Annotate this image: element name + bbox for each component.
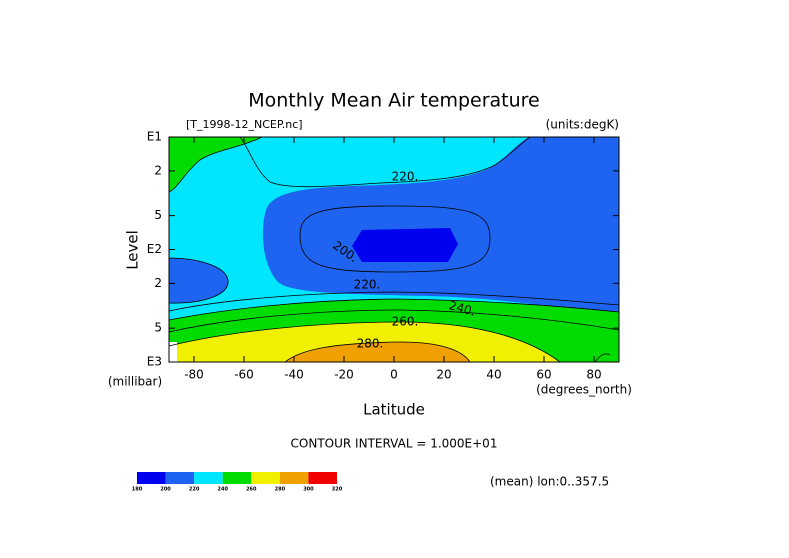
y-tick-label: E3: [147, 355, 162, 369]
x-tick-label: 0: [390, 368, 398, 382]
contour-line: [168, 298, 620, 321]
colorbar-label: 240: [217, 487, 228, 493]
x-tick-label: 80: [586, 368, 601, 382]
contour-label: 260.: [392, 315, 419, 329]
plot-area: 220.200.220.240.260.280.: [168, 136, 620, 363]
colorbar-label: 280: [275, 487, 286, 493]
contour-fill: [262, 137, 619, 318]
x-tick-label: -20: [334, 368, 354, 382]
y-tick-label: 5: [154, 321, 162, 335]
note: (mean) lon:0..357.5: [490, 475, 609, 489]
contour-label: 280.: [357, 337, 384, 351]
x-tick-label: 40: [486, 368, 501, 382]
contour-line: [168, 257, 229, 304]
contour-line: [168, 291, 620, 312]
contour-line: [239, 136, 531, 188]
colorbar-box: [222, 472, 252, 484]
colorbar-box: [279, 472, 309, 484]
contour-label: 220.: [392, 170, 419, 184]
colorbar-label: 260: [246, 487, 257, 493]
y-tick-label: E1: [147, 130, 162, 144]
x-tick-label: 20: [436, 368, 451, 382]
x-tick-label: 60: [536, 368, 551, 382]
subtitle-left: [T_1998-12_NCEP.nc]: [186, 118, 303, 131]
missing-data: [169, 342, 177, 362]
y-tick-label: 5: [154, 208, 162, 222]
y-tick-label: E2: [147, 242, 162, 256]
contour-line: [299, 205, 491, 273]
y-axis-label: Level: [124, 230, 142, 270]
contour-fill: [352, 228, 458, 262]
contour-line: [594, 353, 611, 363]
chart-title: Monthly Mean Air temperature: [248, 90, 539, 112]
y-axis-units: (millibar): [108, 375, 162, 389]
colorbar-label: 320: [332, 487, 343, 493]
contour-line: [168, 136, 263, 193]
contour-line: [168, 309, 620, 333]
contour-fill: [169, 322, 560, 362]
x-axis-label: Latitude: [363, 401, 425, 419]
contour-fill: [169, 137, 262, 192]
colorbar-label: 300: [303, 487, 314, 493]
x-axis-units: (degrees_north): [536, 383, 632, 397]
contour-label: 220.: [354, 278, 381, 292]
colorbar-box: [308, 472, 337, 484]
subtitle-right: (units:degK): [546, 118, 619, 132]
contour-fill: [169, 258, 229, 304]
colorbar-label: 220: [189, 487, 200, 493]
colorbar-box: [165, 472, 195, 484]
contour-fill: [285, 342, 470, 362]
x-tick-label: -80: [184, 368, 204, 382]
x-tick-label: -40: [284, 368, 304, 382]
y-tick-label: 2: [154, 163, 162, 177]
y-tick-label: 2: [154, 276, 162, 290]
footer: CONTOUR INTERVAL = 1.000E+01: [291, 437, 498, 451]
colorbar-label: 180: [132, 487, 143, 493]
colorbar-box: [251, 472, 280, 484]
x-tick-label: -60: [234, 368, 254, 382]
colorbar-label: 200: [160, 487, 171, 493]
colorbar-box: [194, 472, 223, 484]
contour-line: [168, 321, 561, 363]
contour-label: 240.: [447, 298, 476, 318]
contour-line: [284, 341, 471, 363]
colorbar-box: [137, 472, 166, 484]
